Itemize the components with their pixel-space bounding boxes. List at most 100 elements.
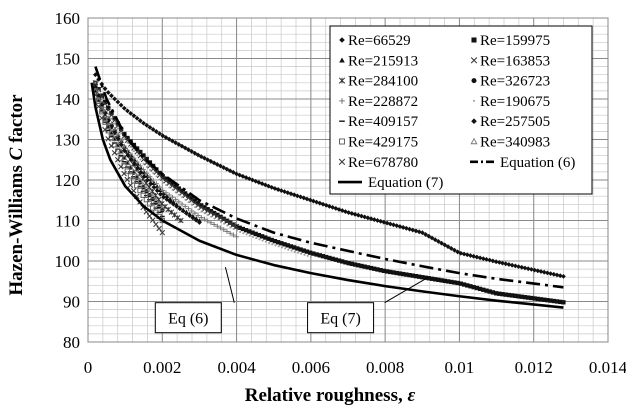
data-point xyxy=(420,275,425,280)
data-point xyxy=(295,246,300,251)
data-point xyxy=(166,192,172,198)
data-point xyxy=(493,291,499,296)
data-point xyxy=(500,292,505,297)
x-tick-labels: 0 0.002 0.004 0.006 0.008 0.01 0.012 0.014 xyxy=(84,358,626,377)
data-point xyxy=(184,210,189,216)
data-point xyxy=(144,170,150,176)
data-point xyxy=(157,131,162,137)
data-point xyxy=(288,244,294,249)
data-point xyxy=(202,216,207,222)
data-point xyxy=(100,98,103,101)
data-point xyxy=(152,172,155,175)
y-tick-label: 150 xyxy=(55,50,81,69)
x-tick-label: 0 xyxy=(84,358,93,377)
data-point xyxy=(301,195,307,201)
data-point xyxy=(448,246,454,251)
data-point xyxy=(234,234,239,240)
data-point xyxy=(121,170,127,177)
legend-entry: Re=326723 xyxy=(471,74,550,90)
data-point xyxy=(134,183,140,189)
data-point xyxy=(339,208,345,213)
data-point xyxy=(365,265,371,270)
data-point xyxy=(268,242,271,245)
data-point xyxy=(105,90,111,95)
data-point xyxy=(218,214,223,220)
data-point xyxy=(133,172,140,179)
data-point xyxy=(239,230,242,233)
legend-label: Re=228872 xyxy=(348,94,418,110)
data-point xyxy=(109,110,114,116)
data-point xyxy=(442,278,447,284)
annotation-2: Eq (7) xyxy=(307,275,430,334)
data-point xyxy=(320,254,326,259)
data-point xyxy=(203,212,206,215)
data-point xyxy=(263,235,268,240)
data-point xyxy=(545,270,550,276)
data-point xyxy=(136,154,139,157)
data-point xyxy=(285,190,291,196)
data-point xyxy=(112,116,117,121)
data-point xyxy=(102,86,108,92)
data-point xyxy=(497,291,502,296)
data-point xyxy=(115,136,121,142)
data-point xyxy=(134,159,140,165)
data-point xyxy=(423,232,428,237)
data-point xyxy=(189,196,194,201)
data-point xyxy=(230,222,237,228)
y-tick-label: 100 xyxy=(55,252,81,271)
data-point xyxy=(256,180,262,185)
y-tick-label: 90 xyxy=(63,293,80,312)
data-point xyxy=(161,194,167,200)
data-point xyxy=(192,210,198,216)
data-point xyxy=(432,237,438,243)
data-point xyxy=(327,255,332,261)
data-point xyxy=(274,244,277,247)
data-point xyxy=(189,208,195,214)
data-point xyxy=(99,93,104,98)
data-point xyxy=(124,159,131,166)
data-point xyxy=(230,232,236,238)
y-tick-labels: 80 90 100 110 120 130 140 150 160 xyxy=(55,9,81,352)
data-point xyxy=(279,241,284,246)
data-point xyxy=(144,122,150,128)
data-point xyxy=(554,299,560,304)
data-point xyxy=(213,217,216,220)
data-point xyxy=(211,222,217,227)
data-point xyxy=(464,252,470,258)
data-point xyxy=(218,163,223,169)
data-point xyxy=(554,272,560,278)
data-point xyxy=(143,185,150,192)
data-point xyxy=(287,248,290,251)
data-point xyxy=(220,216,227,223)
data-point xyxy=(561,273,566,279)
data-point xyxy=(139,158,142,161)
data-point xyxy=(362,214,368,220)
legend-label: Re=190675 xyxy=(480,94,550,110)
data-point xyxy=(429,276,435,281)
data-point xyxy=(202,155,207,161)
data-point xyxy=(131,155,137,161)
data-point xyxy=(362,264,367,269)
legend-swatch xyxy=(473,99,475,102)
annotation-label: Eq (7) xyxy=(320,311,360,328)
data-point xyxy=(378,267,383,273)
data-point xyxy=(208,209,214,216)
data-point xyxy=(141,167,146,173)
data-point xyxy=(333,206,339,211)
data-point xyxy=(349,261,355,267)
data-point xyxy=(176,199,182,205)
legend-label: Equation (7) xyxy=(368,175,443,191)
data-point xyxy=(378,218,384,224)
data-point xyxy=(163,190,169,196)
data-point xyxy=(118,163,124,170)
data-point xyxy=(513,293,518,299)
data-point xyxy=(183,191,188,196)
data-point xyxy=(173,183,178,189)
data-point xyxy=(410,273,415,278)
data-point xyxy=(127,173,134,179)
data-point xyxy=(123,137,126,140)
data-point xyxy=(233,223,240,230)
legend-entry: Equation (6) xyxy=(470,155,575,171)
data-point xyxy=(179,190,185,196)
